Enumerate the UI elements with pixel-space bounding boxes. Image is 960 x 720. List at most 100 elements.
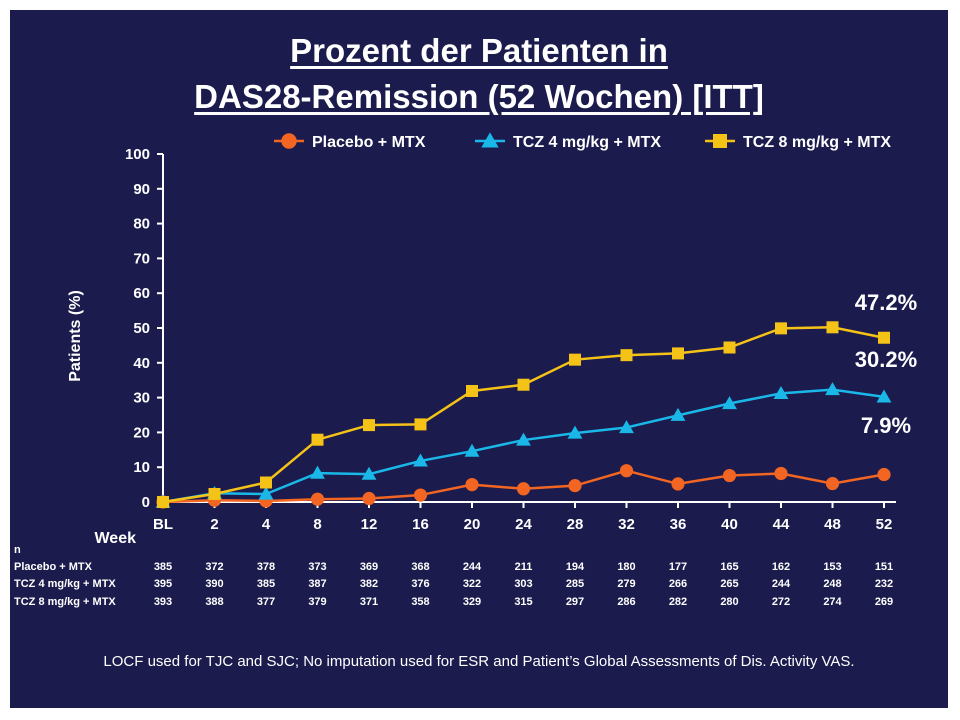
chart-title-line-1: Prozent der Patienten in — [290, 32, 668, 69]
n-table-cell: 151 — [875, 561, 893, 573]
y-tick-label: 100 — [125, 146, 150, 163]
y-tick-label: 40 — [133, 355, 150, 372]
x-tick-label: 52 — [876, 516, 893, 533]
n-table-row-label: Placebo + MTX — [14, 561, 93, 573]
data-point — [466, 384, 478, 397]
n-table-cell: 368 — [411, 561, 429, 573]
n-table-cell: 303 — [514, 578, 532, 590]
data-point — [260, 476, 272, 489]
n-table-cell: 248 — [823, 578, 841, 590]
x-tick-label: 24 — [515, 516, 532, 533]
n-table-cell: 279 — [617, 578, 635, 590]
n-table-cell: 232 — [875, 578, 893, 590]
data-point — [774, 466, 788, 481]
n-table-cell: 280 — [720, 596, 738, 608]
x-tick-label: 12 — [361, 516, 378, 533]
n-table-cell: 382 — [360, 578, 378, 590]
y-tick-label: 50 — [133, 320, 150, 337]
y-tick-label: 60 — [133, 285, 150, 302]
n-table-cell: 282 — [669, 596, 687, 608]
x-tick-label: 16 — [412, 516, 429, 533]
legend-item-1: TCZ 4 mg/kg + MTX — [475, 132, 661, 151]
data-point — [568, 479, 582, 493]
n-table-cell: 379 — [308, 596, 326, 608]
n-table-cell: 244 — [772, 578, 791, 590]
data-point — [311, 433, 324, 446]
data-point — [157, 496, 169, 508]
y-tick-label: 30 — [133, 390, 150, 407]
n-table-cell: 211 — [515, 561, 533, 573]
n-table-row: TCZ 8 mg/kg + MTX 393 388 377 379 371 358 329 31… — [14, 596, 893, 608]
data-point — [773, 385, 789, 400]
x-axis-title: Week — [94, 530, 136, 547]
x-tick-label: 32 — [618, 516, 635, 533]
data-point — [363, 419, 375, 432]
y-tick-label: 20 — [133, 424, 150, 441]
data-point — [619, 420, 634, 434]
n-table-cell: 371 — [360, 596, 378, 608]
data-point — [362, 491, 376, 506]
n-table-cell: 269 — [875, 596, 893, 608]
n-table-cell: 266 — [669, 578, 687, 590]
n-table-cell: 285 — [566, 578, 584, 590]
y-tick-label: 90 — [133, 181, 150, 198]
x-tick-label: 44 — [773, 516, 790, 533]
data-point — [670, 407, 686, 421]
data-point — [567, 425, 583, 439]
legend-marker — [713, 134, 727, 148]
x-tick-label: 48 — [824, 516, 841, 533]
y-tick-label: 80 — [133, 216, 150, 233]
data-point — [775, 322, 787, 335]
n-table-cell: 153 — [823, 561, 841, 573]
n-table-cell: 387 — [308, 578, 326, 590]
data-point — [876, 389, 892, 403]
n-table-cell: 286 — [617, 596, 635, 608]
n-table-cell: 385 — [257, 578, 275, 590]
n-table-cell: 385 — [154, 561, 172, 573]
legend: Placebo + MTX TCZ 4 mg/kg + MTX TCZ 8 mg/k… — [274, 132, 891, 151]
x-tick-label: 40 — [721, 516, 738, 533]
data-point — [826, 321, 839, 334]
data-point — [825, 476, 840, 491]
end-value-label: 47.2% — [855, 290, 917, 315]
data-point — [620, 349, 633, 362]
x-tick-label: 4 — [262, 516, 271, 533]
x-tick-label: 28 — [567, 516, 584, 533]
n-table-cell: 369 — [360, 561, 378, 573]
n-table-cell: 378 — [257, 561, 275, 573]
n-table-header: n — [14, 544, 21, 556]
data-point — [310, 492, 325, 506]
data-point — [414, 418, 427, 431]
legend-marker — [281, 133, 297, 149]
end-value-label: 30.2% — [855, 347, 917, 372]
n-table-cell: 272 — [772, 596, 790, 608]
n-table-cell: 162 — [772, 561, 790, 573]
n-table-cell: 395 — [154, 578, 172, 590]
n-table: n Placebo + MTX 385 372 378 373 369 368 244 211 19… — [14, 544, 893, 608]
data-point — [877, 467, 891, 482]
data-point — [258, 486, 274, 500]
legend-label: TCZ 4 mg/kg + MTX — [513, 134, 661, 151]
chart-title-line-2: DAS28-Remission (52 Wochen) [ITT] — [194, 78, 764, 115]
legend-item-2: TCZ 8 mg/kg + MTX — [705, 134, 891, 151]
n-table-cell: 165 — [720, 561, 738, 573]
end-value-label: 7.9% — [861, 413, 911, 438]
n-table-cell: 194 — [566, 561, 585, 573]
data-point — [671, 477, 685, 491]
n-table-cell: 376 — [411, 578, 429, 590]
n-table-cell: 372 — [205, 561, 223, 573]
data-point — [517, 378, 530, 391]
data-point — [413, 488, 428, 502]
data-point — [464, 443, 480, 457]
n-table-cell: 377 — [257, 596, 275, 608]
series-1: 30.2% — [155, 347, 917, 508]
data-point — [722, 396, 737, 410]
legend-marker — [481, 132, 499, 148]
y-axis-title: Patients (%) — [67, 290, 84, 382]
data-point — [516, 482, 531, 496]
data-point — [361, 466, 377, 480]
n-table-row-label: TCZ 4 mg/kg + MTX — [14, 578, 116, 590]
n-table-cell: 390 — [205, 578, 223, 590]
data-point — [723, 341, 736, 354]
